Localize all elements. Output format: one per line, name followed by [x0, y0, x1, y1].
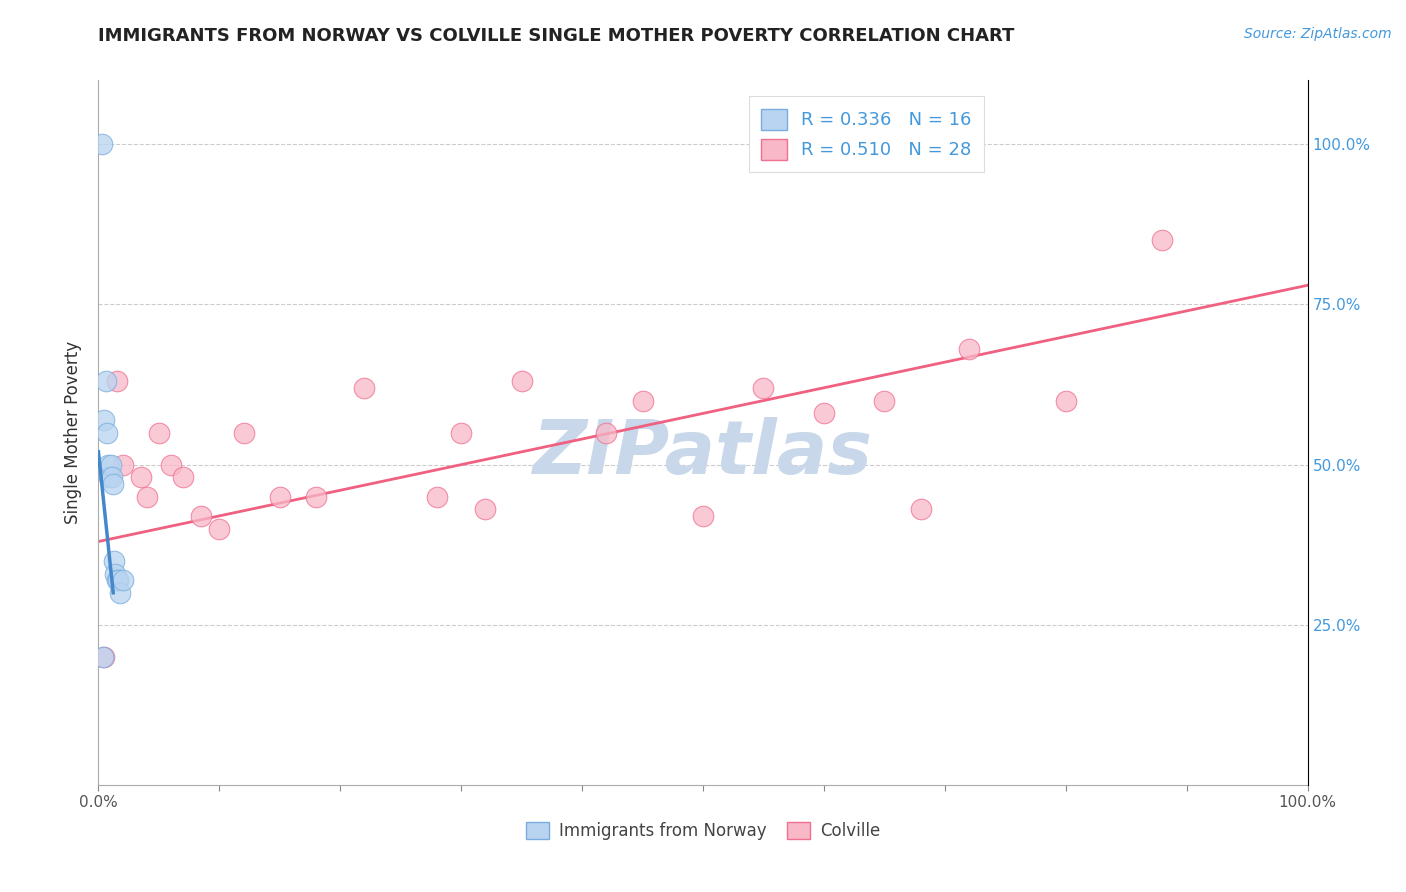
- Text: ZIPatlas: ZIPatlas: [533, 417, 873, 491]
- Point: [104, 566, 127, 581]
- Point: [1152, 234, 1174, 248]
- Point: [105, 375, 128, 389]
- Point: [631, 393, 654, 408]
- Point: [595, 425, 617, 440]
- Point: [692, 508, 714, 523]
- Point: [111, 573, 134, 587]
- Point: [100, 470, 122, 484]
- Text: Source: ZipAtlas.com: Source: ZipAtlas.com: [1244, 27, 1392, 41]
- Point: [474, 502, 496, 516]
- Point: [93, 413, 115, 427]
- Point: [98, 470, 121, 484]
- Point: [269, 490, 291, 504]
- Point: [208, 522, 231, 536]
- Point: [426, 490, 449, 504]
- Point: [510, 375, 533, 389]
- Point: [94, 375, 117, 389]
- Point: [813, 406, 835, 420]
- Point: [101, 476, 124, 491]
- Point: [910, 502, 932, 516]
- Point: [129, 470, 152, 484]
- Point: [108, 586, 131, 600]
- Point: [353, 381, 375, 395]
- Legend: Immigrants from Norway, Colville: Immigrants from Norway, Colville: [519, 815, 887, 847]
- Point: [148, 425, 170, 440]
- Point: [160, 458, 183, 472]
- Point: [1054, 393, 1077, 408]
- Point: [190, 508, 212, 523]
- Point: [957, 343, 980, 357]
- Text: IMMIGRANTS FROM NORWAY VS COLVILLE SINGLE MOTHER POVERTY CORRELATION CHART: IMMIGRANTS FROM NORWAY VS COLVILLE SINGL…: [98, 27, 1015, 45]
- Point: [96, 425, 118, 440]
- Point: [100, 458, 122, 472]
- Point: [107, 573, 129, 587]
- Point: [93, 649, 115, 664]
- Point: [232, 425, 254, 440]
- Point: [305, 490, 328, 504]
- Point: [91, 137, 114, 152]
- Point: [97, 458, 120, 472]
- Point: [135, 490, 157, 504]
- Point: [172, 470, 194, 484]
- Point: [752, 381, 775, 395]
- Y-axis label: Single Mother Poverty: Single Mother Poverty: [65, 341, 83, 524]
- Point: [91, 649, 114, 664]
- Point: [873, 393, 896, 408]
- Point: [105, 573, 128, 587]
- Point: [111, 458, 134, 472]
- Point: [450, 425, 472, 440]
- Point: [103, 554, 125, 568]
